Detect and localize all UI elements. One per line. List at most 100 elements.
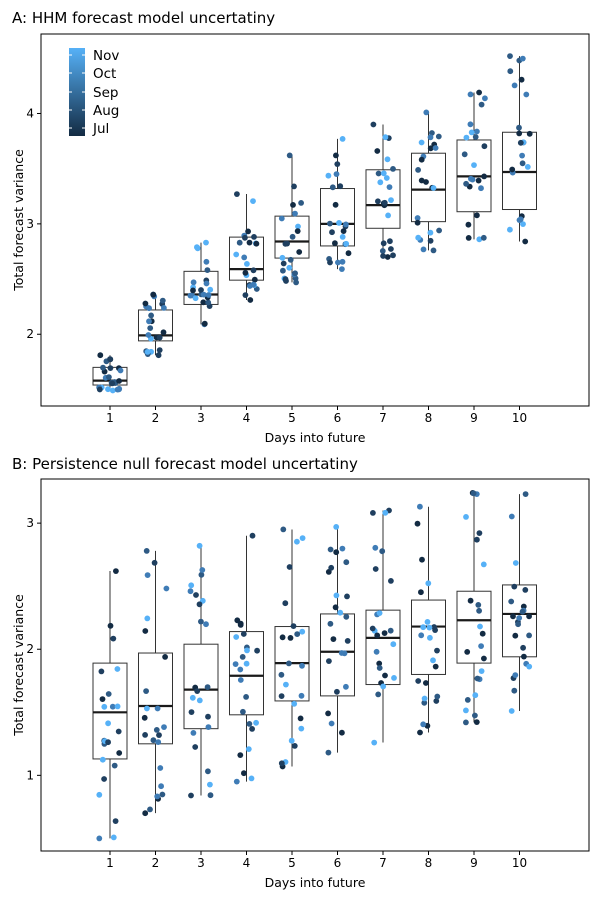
data-point — [194, 688, 201, 694]
data-point — [345, 250, 352, 257]
data-point — [163, 585, 170, 592]
data-point — [203, 258, 210, 265]
data-point — [344, 638, 351, 644]
data-point — [205, 724, 212, 730]
data-point — [467, 91, 474, 98]
data-point — [375, 198, 381, 205]
data-point — [243, 694, 250, 700]
data-point — [196, 601, 203, 608]
data-point — [474, 128, 480, 135]
y-tick-label: 2 — [26, 327, 34, 341]
data-point — [344, 593, 350, 600]
data-point — [153, 727, 160, 733]
data-point — [194, 244, 200, 251]
data-point — [143, 548, 150, 554]
data-point — [481, 655, 487, 662]
data-point — [467, 597, 474, 604]
data-point — [295, 223, 301, 230]
box — [411, 152, 446, 223]
x-tick-label: 8 — [425, 856, 433, 870]
box — [411, 599, 446, 675]
data-point — [196, 542, 203, 549]
data-point — [427, 145, 434, 152]
data-point — [463, 134, 470, 141]
data-point — [200, 291, 207, 298]
data-point — [388, 246, 394, 252]
data-point — [148, 312, 155, 319]
data-point — [474, 675, 481, 682]
data-point — [250, 281, 257, 288]
data-point — [372, 544, 379, 551]
data-point — [241, 254, 248, 261]
data-point — [205, 713, 211, 720]
data-point — [516, 130, 523, 137]
data-point — [508, 598, 515, 605]
x-tick-label: 4 — [243, 411, 251, 425]
data-point — [382, 134, 389, 141]
data-point — [376, 665, 383, 671]
legend: Nov Oct Sep Aug Jul — [69, 48, 119, 137]
data-point — [207, 781, 213, 788]
data-point — [248, 775, 255, 782]
data-point — [523, 91, 530, 98]
data-point — [526, 632, 532, 639]
legend-item-sep: Sep — [69, 85, 118, 101]
data-point — [146, 305, 153, 312]
data-point — [98, 668, 105, 675]
panel-a-y-axis-label: Total forecast variance — [11, 149, 26, 292]
data-point — [299, 628, 306, 635]
box-day-3 — [183, 545, 219, 796]
data-point — [481, 143, 488, 150]
box — [183, 270, 219, 305]
data-point — [337, 609, 344, 616]
data-point — [464, 697, 471, 703]
data-point — [280, 260, 287, 267]
data-point — [110, 834, 117, 841]
data-point — [474, 212, 480, 219]
data-point — [522, 238, 529, 245]
data-point — [478, 643, 484, 649]
data-point — [382, 509, 389, 516]
data-point — [292, 210, 298, 217]
data-point — [339, 234, 346, 240]
x-tick-label: 2 — [152, 411, 160, 425]
data-point — [420, 721, 427, 728]
data-point — [376, 660, 383, 667]
panel-b-plot-border — [40, 478, 590, 852]
data-point — [424, 619, 431, 625]
data-point — [332, 240, 338, 247]
data-point — [463, 514, 469, 520]
data-point — [383, 175, 390, 181]
data-point — [96, 386, 103, 393]
data-point — [109, 387, 116, 394]
data-point — [233, 778, 240, 785]
data-point — [463, 719, 469, 726]
data-point — [245, 746, 252, 752]
data-point — [516, 217, 523, 224]
x-tick-label: 5 — [288, 856, 296, 870]
data-point — [151, 559, 158, 566]
box-day-8 — [411, 112, 446, 251]
panel-b-title: B: Persistence null forecast model uncer… — [12, 455, 358, 473]
data-point — [374, 632, 381, 639]
data-point — [384, 156, 391, 163]
data-point — [155, 739, 162, 745]
data-point — [299, 662, 305, 669]
data-point — [343, 240, 350, 247]
data-point — [146, 318, 152, 325]
data-point — [414, 219, 421, 226]
data-point — [421, 699, 428, 706]
data-point — [96, 791, 103, 798]
data-point — [385, 212, 391, 219]
x-tick-label: 1 — [106, 411, 114, 425]
data-point — [189, 694, 196, 701]
data-point — [99, 756, 106, 763]
data-point — [339, 729, 345, 736]
legend-item-jul: Jul — [69, 121, 109, 137]
data-point — [516, 615, 523, 621]
data-point — [333, 152, 339, 159]
data-point — [116, 378, 122, 384]
data-point — [247, 297, 254, 303]
data-point — [519, 55, 526, 62]
data-point — [374, 148, 381, 154]
